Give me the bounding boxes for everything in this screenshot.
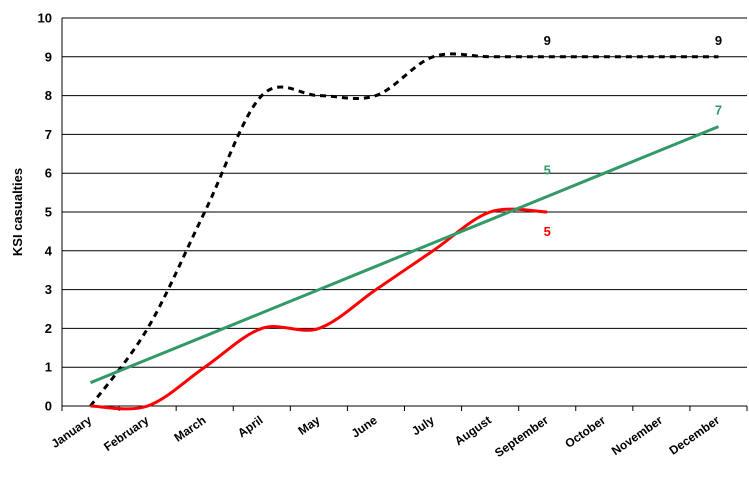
data-label: 9 <box>715 33 722 48</box>
axes <box>61 18 748 411</box>
y-tick-label: 5 <box>45 205 52 220</box>
x-tick-label: February <box>101 413 151 454</box>
x-tick-label: August <box>452 413 494 448</box>
x-tick-label: January <box>49 413 95 451</box>
y-tick-label: 7 <box>45 127 52 142</box>
data-label: 7 <box>715 103 722 118</box>
x-tick-label: July <box>409 413 437 438</box>
x-tick-label: November <box>609 413 665 458</box>
series-line-2 <box>90 207 548 411</box>
x-tick-labels: January February March April May June July Augu… <box>49 413 723 460</box>
series-line-1 <box>89 52 719 407</box>
y-tick-label: 8 <box>45 88 52 103</box>
data-labels: 9 9 5 5 7 <box>544 33 722 239</box>
y-tick-label: 0 <box>45 399 52 414</box>
x-tick-label: May <box>295 413 322 438</box>
series-line-3 <box>89 125 720 385</box>
y-tick-label: 9 <box>45 49 52 64</box>
series-lines <box>89 52 720 411</box>
y-tick-label: 10 <box>38 11 52 26</box>
x-tick-label: December <box>667 413 723 458</box>
x-tick-label: June <box>349 413 380 441</box>
y-tick-labels: 0 1 2 3 4 5 6 7 8 9 10 <box>38 11 53 414</box>
y-tick-label: 3 <box>45 282 52 297</box>
gridlines <box>62 17 747 368</box>
y-tick-label: 6 <box>45 166 52 181</box>
y-tick-label: 4 <box>45 243 53 258</box>
x-tick-label: April <box>235 413 265 440</box>
x-tick-label: March <box>171 413 208 445</box>
data-label: 5 <box>544 224 551 239</box>
y-axis-label: KSI casualties <box>10 168 25 256</box>
x-tick-label: October <box>562 413 608 451</box>
x-tick-label: September <box>492 413 551 460</box>
y-tick-label: 2 <box>45 321 52 336</box>
data-label: 5 <box>544 162 551 177</box>
y-tick-label: 1 <box>45 360 52 375</box>
data-label: 9 <box>544 33 551 48</box>
